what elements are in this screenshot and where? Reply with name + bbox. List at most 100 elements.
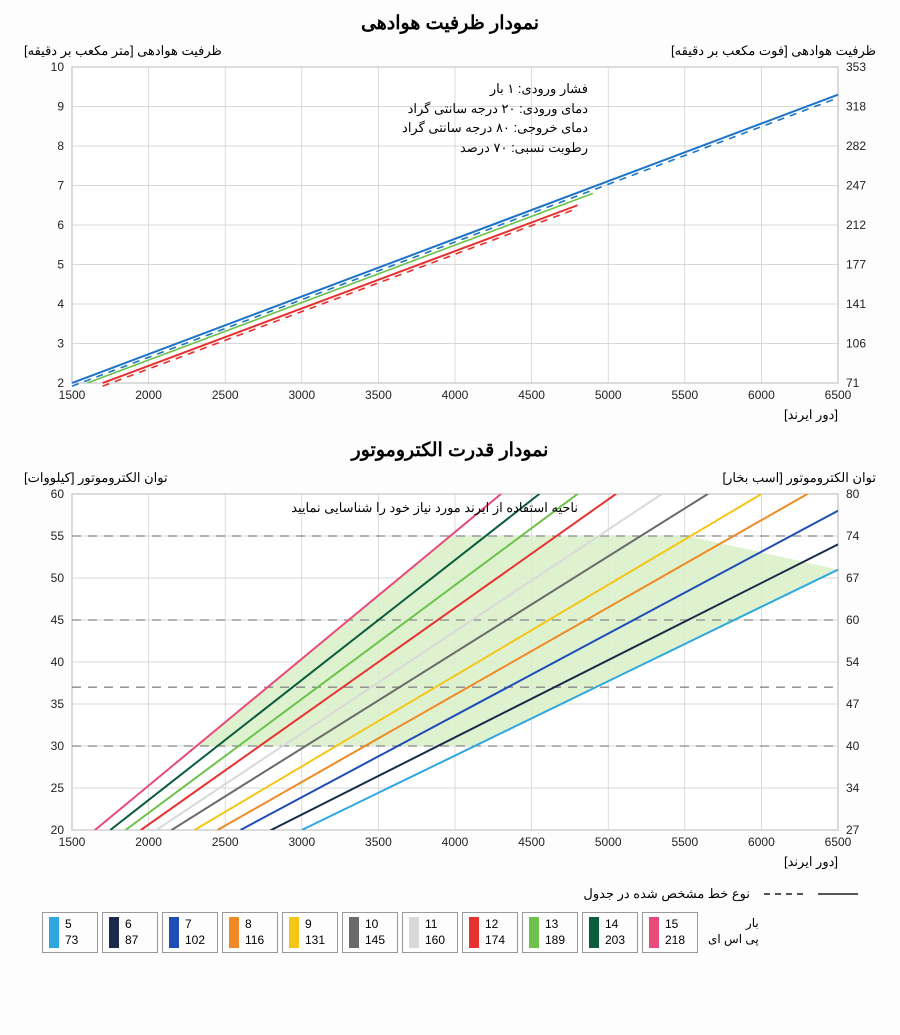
- info-line: دمای خروجی: ۸۰ درجه سانتی گراد: [402, 118, 588, 138]
- chart1-x-label: [دور ایرند]: [784, 407, 838, 423]
- legend-section: نوع خط مشخص شده در جدول 573 687 7102 8116 91…: [12, 886, 888, 953]
- chart2-title: نمودار قدرت الکتروموتور: [12, 439, 888, 462]
- legend-text: 7102: [185, 917, 205, 948]
- svg-text:47: 47: [846, 697, 860, 711]
- svg-text:10: 10: [51, 60, 65, 74]
- svg-text:6: 6: [57, 218, 64, 232]
- legend-swatch: [349, 917, 359, 948]
- chart1-wrap: ظرفیت هوادهی [متر مکعب بر دقیقه] ظرفیت ه…: [12, 43, 888, 423]
- svg-text:34: 34: [846, 781, 860, 795]
- legend-swatch: [529, 917, 539, 948]
- dash-sample-icon: [764, 890, 804, 898]
- svg-text:6500: 6500: [825, 835, 852, 849]
- info-line: دمای ورودی: ۲۰ درجه سانتی گراد: [402, 99, 588, 119]
- svg-text:3000: 3000: [288, 835, 315, 849]
- legend-swatch: [169, 917, 179, 948]
- legend-text: 9131: [305, 917, 325, 948]
- legend-text: 8116: [245, 917, 264, 948]
- svg-text:3500: 3500: [365, 388, 392, 402]
- legend-swatch: [649, 917, 659, 948]
- svg-text:5500: 5500: [671, 388, 698, 402]
- info-line: فشار ورودی: ۱ بار: [402, 79, 588, 99]
- legend-text: 11160: [425, 917, 445, 948]
- svg-text:9: 9: [57, 100, 64, 114]
- svg-text:6000: 6000: [748, 388, 775, 402]
- legend-item: 573: [42, 912, 98, 953]
- svg-text:1500: 1500: [59, 388, 86, 402]
- svg-text:8: 8: [57, 139, 64, 153]
- legend-item: 10145: [342, 912, 398, 953]
- svg-text:6500: 6500: [825, 388, 852, 402]
- legend-swatch: [49, 917, 59, 948]
- legend-swatch: [229, 917, 239, 948]
- svg-text:212: 212: [846, 218, 866, 232]
- legend-row-labels: بارپی اس ای: [702, 912, 765, 953]
- legend-swatch: [589, 917, 599, 948]
- legend-item: 15218: [642, 912, 698, 953]
- svg-text:2500: 2500: [212, 388, 239, 402]
- svg-text:2500: 2500: [212, 835, 239, 849]
- legend-swatch: [409, 917, 419, 948]
- svg-text:2: 2: [57, 376, 64, 390]
- legend-text: 12174: [485, 917, 505, 948]
- legend-line-type-label: نوع خط مشخص شده در جدول: [583, 886, 750, 902]
- legend-swatch: [109, 917, 119, 948]
- svg-text:4000: 4000: [442, 835, 469, 849]
- chart1-info-box: فشار ورودی: ۱ باردمای ورودی: ۲۰ درجه سان…: [402, 79, 588, 157]
- svg-text:2000: 2000: [135, 388, 162, 402]
- legend-swatch: [289, 917, 299, 948]
- svg-text:30: 30: [51, 739, 65, 753]
- svg-text:60: 60: [51, 487, 65, 501]
- legend-item: 7102: [162, 912, 218, 953]
- svg-text:5000: 5000: [595, 388, 622, 402]
- legend-text: 573: [65, 917, 78, 948]
- svg-text:25: 25: [51, 781, 65, 795]
- svg-text:177: 177: [846, 258, 866, 272]
- svg-text:282: 282: [846, 139, 866, 153]
- info-line: رطوبت نسبی: ۷۰ درصد: [402, 138, 588, 158]
- svg-text:4500: 4500: [518, 388, 545, 402]
- svg-text:247: 247: [846, 179, 866, 193]
- svg-text:40: 40: [51, 655, 65, 669]
- svg-text:353: 353: [846, 60, 866, 74]
- chart1-y-right-label: ظرفیت هوادهی [فوت مکعب بر دقیقه]: [671, 43, 876, 59]
- legend-item: 687: [102, 912, 158, 953]
- legend-text: 10145: [365, 917, 385, 948]
- legend-item: 9131: [282, 912, 338, 953]
- svg-text:50: 50: [51, 571, 65, 585]
- legend-item: 14203: [582, 912, 638, 953]
- svg-text:27: 27: [846, 823, 860, 837]
- legend-item: 12174: [462, 912, 518, 953]
- svg-text:54: 54: [846, 655, 860, 669]
- svg-text:318: 318: [846, 100, 866, 114]
- legend-text: 14203: [605, 917, 625, 948]
- chart2-y-right-label: توان الکتروموتور [اسب بخار]: [723, 470, 877, 486]
- svg-text:3000: 3000: [288, 388, 315, 402]
- chart2-note: ناحیه استفاده از ایرند مورد نیاز خود را …: [291, 500, 578, 516]
- svg-text:5000: 5000: [595, 835, 622, 849]
- svg-text:3: 3: [57, 337, 64, 351]
- chart1-title: نمودار ظرفیت هوادهی: [12, 12, 888, 35]
- legend-text: 13189: [545, 917, 565, 948]
- chart2-svg: 1500200025003000350040004500500055006000…: [12, 470, 888, 870]
- legend-item: 13189: [522, 912, 578, 953]
- svg-text:141: 141: [846, 297, 866, 311]
- svg-text:106: 106: [846, 337, 866, 351]
- legend-item: 11160: [402, 912, 458, 953]
- svg-text:60: 60: [846, 613, 860, 627]
- solid-sample-icon: [818, 890, 858, 898]
- svg-text:4000: 4000: [442, 388, 469, 402]
- chart2-wrap: توان الکتروموتور [کیلووات] توان الکترومو…: [12, 470, 888, 870]
- svg-text:67: 67: [846, 571, 860, 585]
- svg-text:74: 74: [846, 529, 860, 543]
- svg-text:35: 35: [51, 697, 65, 711]
- chart2-x-label: [دور ایرند]: [784, 854, 838, 870]
- svg-text:45: 45: [51, 613, 65, 627]
- svg-text:40: 40: [846, 739, 860, 753]
- svg-text:4500: 4500: [518, 835, 545, 849]
- svg-text:20: 20: [51, 823, 65, 837]
- svg-text:55: 55: [51, 529, 65, 543]
- svg-text:1500: 1500: [59, 835, 86, 849]
- svg-text:71: 71: [846, 376, 860, 390]
- svg-text:3500: 3500: [365, 835, 392, 849]
